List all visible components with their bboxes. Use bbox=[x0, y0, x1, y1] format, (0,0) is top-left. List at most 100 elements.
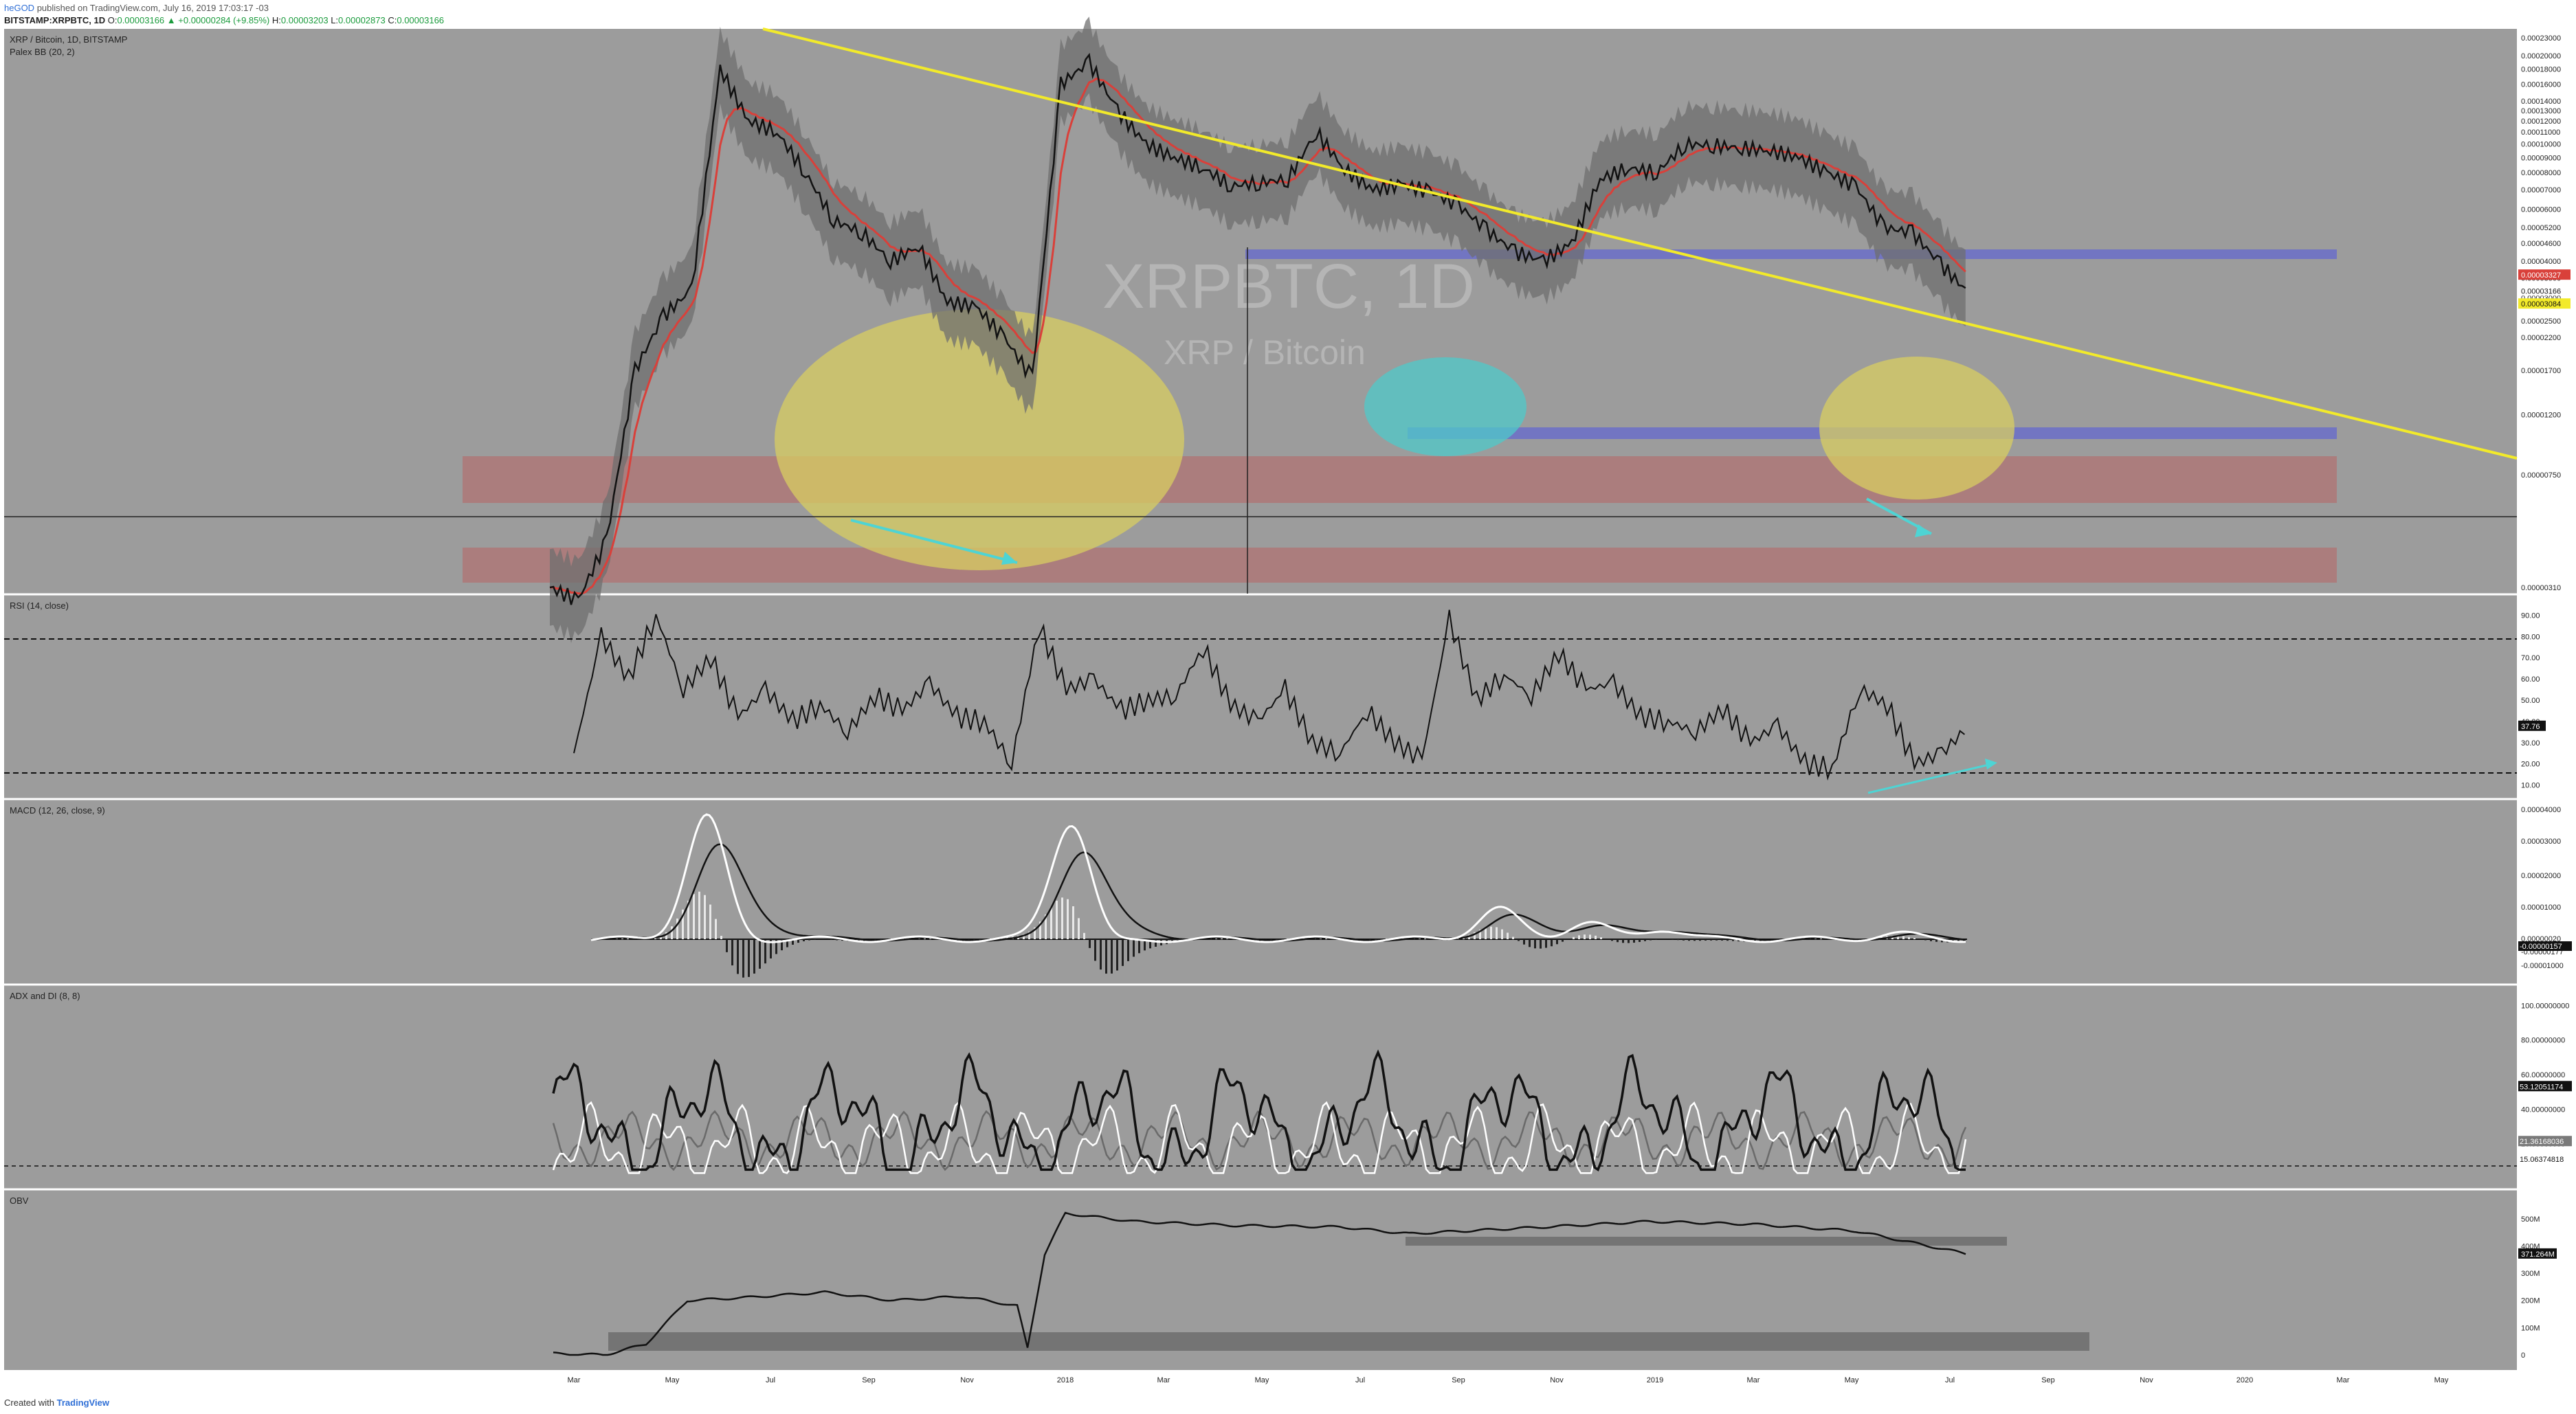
adx-line bbox=[552, 1049, 1966, 1172]
rsi-tick-label: 30.00 bbox=[2521, 739, 2540, 748]
macd-histogram-bar bbox=[1039, 921, 1041, 939]
macd-histogram-bar bbox=[1600, 937, 1602, 939]
price-axis[interactable] bbox=[2517, 29, 2572, 1370]
price-tick-label: 0.00000750 bbox=[2521, 471, 2561, 480]
macd-histogram-bar bbox=[1529, 939, 1531, 947]
macd-histogram-bar bbox=[1935, 939, 1937, 942]
rsi-divergence-arrow bbox=[1867, 763, 1992, 794]
open-value: 0.00003166 bbox=[117, 15, 165, 25]
macd-histogram-bar bbox=[1578, 935, 1580, 939]
macd-tick-label: 0.00001000 bbox=[2521, 904, 2561, 912]
macd-tick-label: 0.00004000 bbox=[2521, 806, 2561, 814]
macd-histogram-bar bbox=[1034, 927, 1036, 939]
macd-pane[interactable] bbox=[4, 800, 2517, 984]
time-tick-label: Nov bbox=[2140, 1376, 2153, 1384]
macd-histogram-bar bbox=[1913, 938, 1916, 939]
macd-histogram-bar bbox=[1721, 939, 1723, 941]
macd-histogram-bar bbox=[770, 939, 772, 958]
watermark-symbol: XRPBTC, 1D bbox=[1102, 251, 1475, 322]
price-tick-label: 0.00001200 bbox=[2521, 412, 2561, 420]
macd-histogram-bar bbox=[1485, 928, 1487, 939]
rsi-tag bbox=[2518, 720, 2546, 731]
macd-histogram-bar bbox=[1688, 939, 1690, 941]
macd-histogram-bar bbox=[1617, 939, 1619, 943]
price-tick-label: 0.00007000 bbox=[2521, 186, 2561, 194]
macd-histogram-bar bbox=[1127, 939, 1129, 961]
adx-tag-label: 53.12051174 bbox=[2520, 1083, 2563, 1091]
macd-histogram-bar bbox=[1375, 939, 1377, 940]
macd-histogram-bar bbox=[709, 904, 711, 939]
macd-histogram-bar bbox=[1726, 939, 1729, 941]
price-tag-label: 0.00003327 bbox=[2521, 271, 2561, 280]
macd-histogram-bar bbox=[1133, 939, 1135, 957]
macd-histogram-bar bbox=[1908, 936, 1910, 939]
macd-histogram-bar bbox=[1078, 918, 1080, 939]
price-tick-label: 0.00001700 bbox=[2521, 367, 2561, 375]
support-zone-lower bbox=[463, 548, 2337, 583]
macd-histogram-bar bbox=[676, 918, 678, 939]
adx-tag-label: 21.36168036 bbox=[2520, 1138, 2564, 1146]
macd-histogram-bar bbox=[1754, 939, 1756, 942]
low-value: 0.00002873 bbox=[338, 15, 386, 25]
macd-histogram-bar bbox=[1105, 939, 1107, 974]
macd-histogram-bar bbox=[1155, 939, 1157, 947]
obv-tag bbox=[2518, 1248, 2557, 1259]
rsi-pane[interactable] bbox=[4, 595, 2517, 798]
macd-histogram-bar bbox=[786, 939, 788, 947]
macd-histogram-bar bbox=[665, 932, 667, 939]
macd-histogram-bar bbox=[1067, 899, 1069, 939]
time-tick-label: Mar bbox=[2337, 1376, 2350, 1384]
rsi-tick-label: 60.00 bbox=[2521, 675, 2540, 684]
time-axis-labels: Mar May Jul Sep Nov 2018 Mar May Jul Sep Nov 2019 Ma… bbox=[568, 1376, 2449, 1384]
macd-histogram-bar bbox=[1056, 900, 1058, 939]
time-tick-label: Jul bbox=[1945, 1376, 1955, 1384]
macd-title: MACD (12, 26, close, 9) bbox=[10, 805, 105, 816]
divergence-arrow-1 bbox=[850, 519, 1018, 564]
macd-histogram-bar bbox=[979, 939, 981, 940]
price-tick-label: 0.00004000 bbox=[2521, 258, 2561, 266]
macd-histogram-bar bbox=[764, 939, 766, 964]
symbol-label: BITSTAMP:XRPBTC, 1D bbox=[4, 15, 106, 25]
macd-histogram-bar bbox=[1562, 939, 1564, 942]
macd-histogram-bar bbox=[1089, 939, 1091, 948]
close-value: 0.00003166 bbox=[397, 15, 445, 25]
macd-histogram-bar bbox=[1512, 936, 1514, 939]
obv-tick-label: 100M bbox=[2521, 1324, 2540, 1332]
adx-title: ADX and DI (8, 8) bbox=[10, 991, 80, 1001]
high-label: H: bbox=[271, 15, 281, 25]
macd-histogram-bar bbox=[1732, 939, 1734, 941]
macd-histogram-bar bbox=[742, 939, 744, 978]
author-link[interactable]: heGOD bbox=[4, 3, 35, 13]
obv-zone-upper bbox=[1406, 1237, 2007, 1246]
macd-histogram-bar bbox=[1699, 939, 1701, 941]
macd-histogram-bar bbox=[720, 936, 722, 939]
bollinger-cloud bbox=[550, 16, 1966, 644]
macd-histogram-bar bbox=[1402, 937, 1404, 939]
macd-histogram-bar bbox=[1353, 939, 1355, 941]
adx-pane[interactable] bbox=[4, 985, 2517, 1189]
macd-histogram-bar bbox=[973, 939, 975, 941]
footer: Created with TradingView bbox=[4, 1398, 109, 1408]
macd-histogram-bar bbox=[1622, 939, 1624, 943]
time-tick-label: Sep bbox=[862, 1376, 876, 1384]
tradingview-logo[interactable]: TradingView bbox=[56, 1398, 109, 1408]
macd-histogram-bar bbox=[759, 939, 761, 969]
macd-histogram-bar bbox=[660, 936, 662, 939]
change-value: ▲ +0.00000284 (+9.85%) bbox=[166, 15, 270, 25]
macd-histogram-bar bbox=[1479, 929, 1481, 939]
price-axis-labels: 0.00023000 0.00020000 0.00018000 0.00016000… bbox=[2521, 34, 2561, 592]
rsi-line bbox=[573, 609, 1966, 781]
time-tick-label: May bbox=[665, 1376, 680, 1384]
macd-histogram-bar bbox=[1496, 927, 1498, 939]
macd-histogram-bar bbox=[1094, 939, 1096, 961]
macd-histogram-bar bbox=[1957, 939, 1959, 942]
macd-histogram-bar bbox=[1672, 939, 1674, 940]
obv-line bbox=[553, 1211, 1966, 1356]
macd-histogram-bar bbox=[1061, 897, 1063, 939]
obv-title: OBV bbox=[10, 1196, 29, 1206]
watermark-name: XRP / Bitcoin bbox=[1164, 333, 1366, 372]
time-axis[interactable] bbox=[4, 1370, 2517, 1389]
macd-histogram-bar bbox=[704, 895, 706, 939]
